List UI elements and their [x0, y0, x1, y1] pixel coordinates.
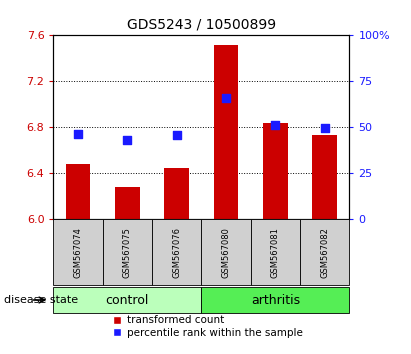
Title: GDS5243 / 10500899: GDS5243 / 10500899 — [127, 17, 276, 32]
Text: GSM567080: GSM567080 — [222, 227, 231, 278]
Point — [223, 95, 229, 101]
Text: disease state: disease state — [4, 295, 78, 305]
Point — [124, 137, 131, 143]
Text: GSM567081: GSM567081 — [271, 227, 280, 278]
Text: arthritis: arthritis — [251, 293, 300, 307]
Point — [75, 131, 81, 137]
Text: GSM567082: GSM567082 — [320, 227, 329, 278]
Text: GSM567076: GSM567076 — [172, 227, 181, 278]
Legend: transformed count, percentile rank within the sample: transformed count, percentile rank withi… — [108, 311, 307, 342]
Point — [272, 122, 279, 127]
Text: GSM567075: GSM567075 — [123, 227, 132, 278]
Point — [173, 132, 180, 138]
Bar — [214, 45, 238, 219]
Bar — [115, 187, 140, 219]
Bar — [66, 164, 90, 219]
Bar — [312, 136, 337, 219]
Text: control: control — [106, 293, 149, 307]
Point — [321, 126, 328, 131]
Bar — [164, 168, 189, 219]
Text: GSM567074: GSM567074 — [74, 227, 83, 278]
Bar — [263, 123, 288, 219]
